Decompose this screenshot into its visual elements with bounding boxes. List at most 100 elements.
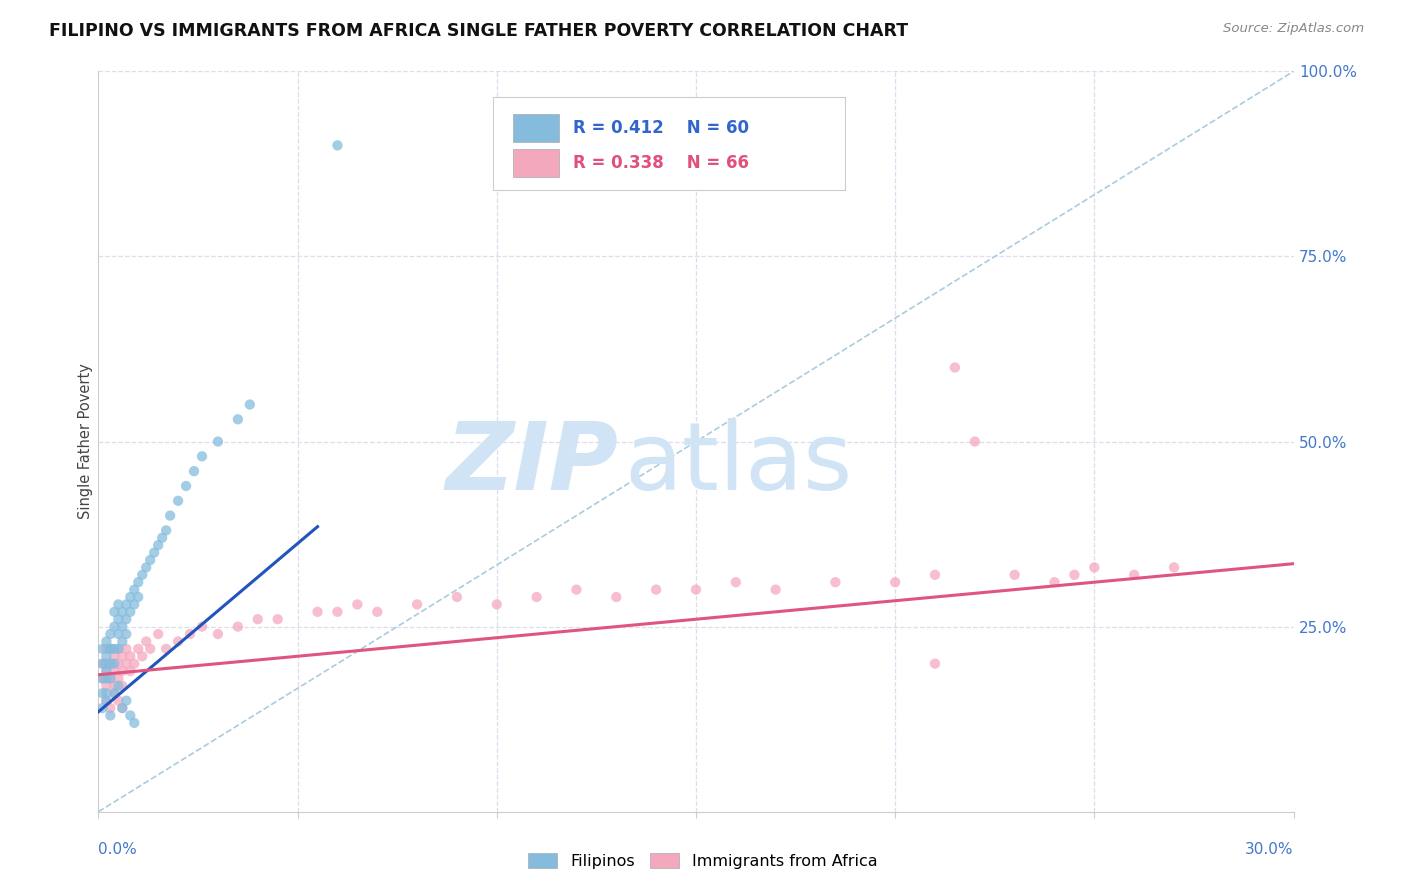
Point <box>127 590 149 604</box>
Point <box>485 598 508 612</box>
Point <box>107 679 129 693</box>
Point <box>103 686 125 700</box>
Point <box>96 664 118 678</box>
Point <box>565 582 588 597</box>
Point <box>107 672 129 686</box>
Point <box>98 641 122 656</box>
Point <box>111 701 134 715</box>
Point <box>446 590 468 604</box>
Point <box>120 649 142 664</box>
Point <box>131 567 153 582</box>
FancyBboxPatch shape <box>513 113 558 142</box>
Point <box>115 641 138 656</box>
Point <box>103 679 125 693</box>
Point <box>111 664 134 678</box>
Point <box>191 619 214 633</box>
Point <box>111 619 134 633</box>
Point <box>155 524 177 538</box>
Point <box>115 694 138 708</box>
Text: R = 0.412    N = 60: R = 0.412 N = 60 <box>572 119 749 136</box>
Point <box>1083 560 1105 574</box>
Point <box>111 679 134 693</box>
Point <box>174 479 197 493</box>
Point <box>605 590 627 604</box>
Point <box>107 612 129 626</box>
FancyBboxPatch shape <box>513 149 558 178</box>
Point <box>103 619 125 633</box>
Point <box>103 664 125 678</box>
Point <box>131 649 153 664</box>
Point <box>267 612 290 626</box>
Point <box>127 641 149 656</box>
FancyBboxPatch shape <box>494 97 845 190</box>
Point <box>96 657 118 671</box>
Point <box>96 694 118 708</box>
Point <box>1043 575 1066 590</box>
Point <box>124 582 146 597</box>
Point <box>159 508 181 523</box>
Point <box>1063 567 1085 582</box>
Point <box>98 641 122 656</box>
Point <box>824 575 846 590</box>
Point <box>406 598 429 612</box>
Point <box>1123 567 1146 582</box>
Point <box>124 715 146 730</box>
Point <box>91 672 114 686</box>
Point <box>924 567 946 582</box>
Y-axis label: Single Father Poverty: Single Father Poverty <box>77 364 93 519</box>
Point <box>103 605 125 619</box>
Point <box>107 641 129 656</box>
Point <box>139 553 162 567</box>
Point <box>98 672 122 686</box>
Point <box>765 582 787 597</box>
Point <box>150 531 173 545</box>
Point <box>120 605 142 619</box>
Point <box>91 686 114 700</box>
Text: atlas: atlas <box>624 417 852 509</box>
Point <box>167 493 190 508</box>
Text: R = 0.338    N = 66: R = 0.338 N = 66 <box>572 154 749 172</box>
Point <box>120 590 142 604</box>
Point <box>226 412 249 426</box>
Point <box>120 664 142 678</box>
Point <box>1004 567 1026 582</box>
Point <box>115 598 138 612</box>
Point <box>98 657 122 671</box>
Point <box>91 657 114 671</box>
Point <box>124 657 146 671</box>
Text: Source: ZipAtlas.com: Source: ZipAtlas.com <box>1223 22 1364 36</box>
Point <box>91 701 114 715</box>
Point <box>98 657 122 671</box>
Point <box>124 598 146 612</box>
Point <box>191 450 214 464</box>
Point <box>107 641 129 656</box>
Legend: Filipinos, Immigrants from Africa: Filipinos, Immigrants from Africa <box>522 847 884 875</box>
Point <box>120 708 142 723</box>
Point <box>96 672 118 686</box>
Point <box>135 634 157 648</box>
Point <box>96 649 118 664</box>
Point <box>526 590 548 604</box>
Point <box>115 612 138 626</box>
Text: 0.0%: 0.0% <box>98 842 138 857</box>
Point <box>685 582 707 597</box>
Point <box>326 138 349 153</box>
Point <box>346 598 368 612</box>
Point <box>207 434 229 449</box>
Point <box>207 627 229 641</box>
Point <box>91 672 114 686</box>
Point <box>103 657 125 671</box>
Point <box>103 641 125 656</box>
Point <box>111 634 134 648</box>
Point <box>155 641 177 656</box>
Point <box>963 434 986 449</box>
Point <box>107 598 129 612</box>
Point <box>107 627 129 641</box>
Point <box>924 657 946 671</box>
Point <box>139 641 162 656</box>
Point <box>307 605 329 619</box>
Point <box>943 360 966 375</box>
Point <box>115 627 138 641</box>
Point <box>98 641 122 656</box>
Point <box>96 634 118 648</box>
